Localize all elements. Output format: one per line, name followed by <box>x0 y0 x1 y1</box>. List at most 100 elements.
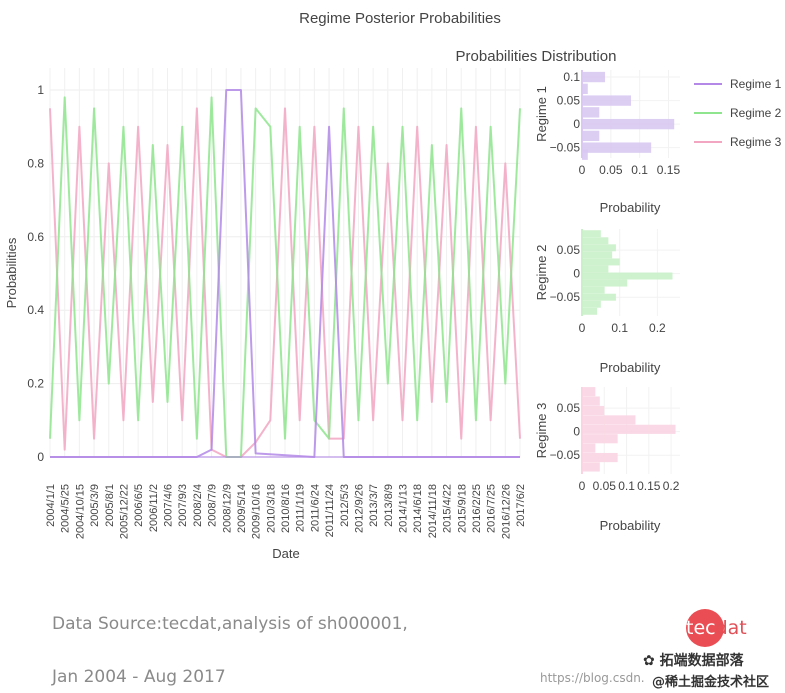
histogram-bar <box>582 95 631 106</box>
x-tick-label: 2007/4/6 <box>163 484 175 527</box>
x-tick-label: 2011/1/19 <box>295 484 307 532</box>
y-tick-label: 1 <box>37 83 44 97</box>
panel-x-tick-label: 0.1 <box>611 321 628 335</box>
x-tick-label: 2016/7/25 <box>486 484 498 533</box>
x-tick-label: 2008/7/9 <box>207 484 219 527</box>
legend: Regime 1 Regime 2 Regime 3 <box>694 77 782 149</box>
histogram-bar <box>582 118 675 130</box>
panel-y-tick-label: 0.05 <box>557 243 581 257</box>
y-tick-label: 0.2 <box>27 377 44 391</box>
panel-y-axis-title: Regime 2 <box>534 245 549 301</box>
panel-x-tick-label: 0 <box>579 321 586 335</box>
x-tick-label: 2015/9/18 <box>456 484 468 533</box>
x-tick-label: 2008/2/4 <box>192 484 204 527</box>
x-tick-label: 2004/1/1 <box>45 484 57 527</box>
x-tick-label: 2009/5/14 <box>236 484 248 533</box>
distribution-panel-regime-2: 0 0.1 0.2 0.05 0 −0.05 Probability Regime 2 <box>534 229 680 375</box>
panel-y-tick-label: 0 <box>573 425 580 439</box>
x-tick-label: 2014/11/18 <box>427 484 439 538</box>
x-tick-label: 2012/5/3 <box>339 484 351 527</box>
panel-x-axis-title: Probability <box>600 518 661 533</box>
histogram-bar <box>582 230 601 238</box>
x-tick-label: 2004/5/25 <box>60 484 72 533</box>
panel-y-tick-label: −0.05 <box>550 290 581 304</box>
panel-y-tick-label: −0.05 <box>550 448 581 462</box>
site-watermark: @稀土掘金技术社区 <box>652 675 770 690</box>
histogram-bar <box>582 443 596 453</box>
x-tick-label: 2017/6/2 <box>515 484 527 527</box>
histogram-bar <box>582 424 676 434</box>
panel-x-tick-label: 0 <box>579 479 586 493</box>
x-tick-label: 2013/8/9 <box>383 484 395 527</box>
histogram-bar <box>582 71 606 83</box>
panel-x-tick-label: 0.15 <box>657 163 681 177</box>
series-line-regime-1 <box>50 89 520 458</box>
histogram-bar <box>582 279 628 287</box>
histogram-bar <box>582 405 605 416</box>
panel-x-tick-label: 0.2 <box>649 321 666 335</box>
panel-y-tick-label: 0.05 <box>557 94 581 108</box>
legend-label: Regime 3 <box>730 135 782 149</box>
panel-x-tick-label: 0.05 <box>593 479 617 493</box>
histogram-bar <box>582 251 613 259</box>
panel-y-axis-title: Regime 3 <box>534 403 549 459</box>
y-tick-label: 0.4 <box>27 303 44 317</box>
x-tick-label: 2016/2/25 <box>471 484 483 533</box>
panel-x-axis-title: Probability <box>600 360 661 375</box>
histogram-bar <box>582 130 600 142</box>
x-tick-label: 2014/1/13 <box>398 484 410 533</box>
x-tick-label: 2011/6/24 <box>309 484 321 532</box>
histogram-bar <box>582 237 609 245</box>
y-tick-label: 0.8 <box>27 156 44 170</box>
panel-x-tick-label: 0.05 <box>599 163 623 177</box>
distribution-panel-regime-1: 0 0.05 0.1 0.15 0.1 0.05 0 −0.05 Probability Regi… <box>534 70 680 215</box>
distribution-panels: 0 0.05 0.1 0.15 0.1 0.05 0 −0.05 Probability Regi… <box>534 70 680 533</box>
x-tick-label: 2006/6/5 <box>133 484 145 527</box>
main-series-lines <box>49 89 521 458</box>
x-tick-label: 2006/11/2 <box>148 484 160 532</box>
logo-part-dat: dat <box>715 617 747 639</box>
panel-x-axis-title: Probability <box>600 200 661 215</box>
histogram-bar <box>582 107 600 118</box>
panel-x-tick-label: 0 <box>579 163 586 177</box>
data-range-line: Jan 2004 - Aug 2017 <box>52 667 226 687</box>
x-tick-label: 2013/3/7 <box>368 484 380 527</box>
x-tick-label: 2009/10/16 <box>251 484 263 539</box>
series-line-regime-2 <box>49 96 521 458</box>
wechat-watermark: ✿ 拓端数据部落 <box>643 650 744 670</box>
distribution-panel-regime-3: 0 0.05 0.1 0.15 0.20.050−0.05ProbabilityRegi… <box>534 387 680 533</box>
panel-y-tick-label: 0.1 <box>563 70 580 84</box>
chart-title: Regime Posterior Probabilities <box>299 10 501 27</box>
histogram-bar <box>582 244 616 252</box>
histogram-bar <box>582 293 616 301</box>
histogram-bar <box>582 434 618 444</box>
histogram-bar <box>582 462 600 472</box>
panel-y-tick-label: 0.05 <box>557 401 581 415</box>
series-line-regime-3 <box>49 107 521 458</box>
legend-label: Regime 2 <box>730 106 782 120</box>
tecdat-logo: tecdat <box>686 617 747 639</box>
panel-y-tick-label: 0 <box>573 267 580 281</box>
wechat-icon: ✿ <box>643 653 660 669</box>
histogram-bar <box>582 149 588 160</box>
x-tick-label: 2015/4/22 <box>442 484 454 533</box>
panel-x-tick-label: 0.15 <box>637 479 661 493</box>
histogram-bar <box>582 396 600 406</box>
blog-watermark: https://blog.csdn. <box>540 671 645 685</box>
panel-x-tick-label: 0.2 <box>663 479 680 493</box>
tecdat-logo-icon <box>686 609 724 647</box>
histogram-bar <box>582 452 618 463</box>
panel-y-axis-title: Regime 1 <box>534 86 549 142</box>
legend-label: Regime 1 <box>730 77 782 91</box>
x-tick-label: 2005/8/1 <box>104 484 116 527</box>
x-tick-label: 2005/3/9 <box>89 484 101 527</box>
histogram-bar <box>582 272 673 280</box>
histogram-bar <box>582 286 605 294</box>
x-tick-label: 2010/3/18 <box>265 484 277 533</box>
panel-y-tick-label: −0.05 <box>550 141 581 155</box>
y-axis-title: Probabilities <box>4 237 19 308</box>
x-tick-label: 2008/12/9 <box>221 484 233 533</box>
panel-y-tick-label: 0 <box>573 117 580 131</box>
y-tick-label: 0.6 <box>27 230 44 244</box>
